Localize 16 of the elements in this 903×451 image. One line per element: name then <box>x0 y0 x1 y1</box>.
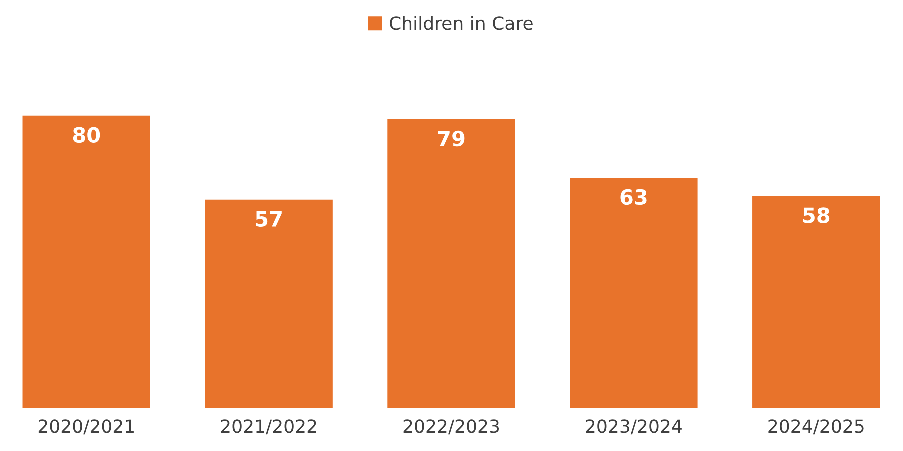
legend-label: Children in Care <box>390 16 533 30</box>
bar <box>22 116 150 408</box>
bar <box>388 120 516 408</box>
bar <box>205 200 333 408</box>
bar <box>752 196 880 408</box>
bar <box>570 178 698 408</box>
data-label: 79 <box>438 130 465 147</box>
x-tick-label: 2020/2021 <box>38 420 134 435</box>
x-tick-label: 2024/2025 <box>768 420 864 435</box>
data-label: 63 <box>620 189 647 206</box>
x-tick-label: 2022/2023 <box>404 420 500 435</box>
data-label: 57 <box>256 212 282 228</box>
data-label: 58 <box>804 208 830 224</box>
x-tick-label: 2021/2022 <box>221 420 316 435</box>
data-label: 80 <box>73 127 100 143</box>
x-tick-label: 2023/2024 <box>586 420 682 435</box>
